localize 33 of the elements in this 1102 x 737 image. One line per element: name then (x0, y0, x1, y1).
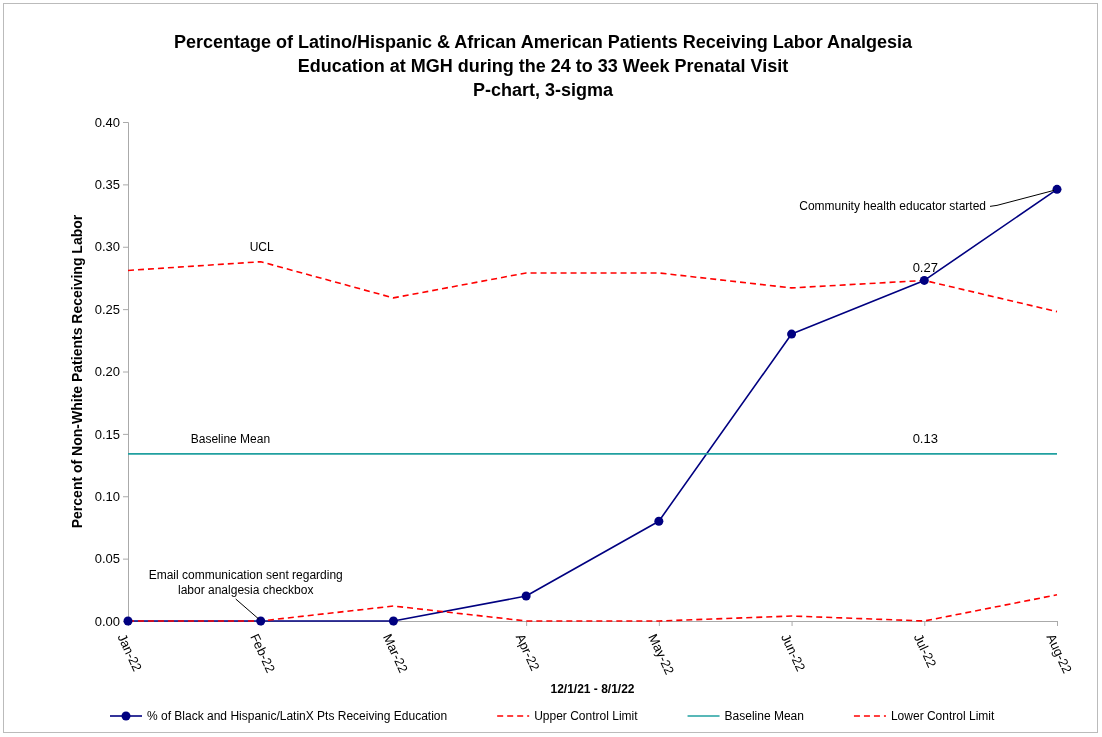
point (919, 275, 929, 285)
point (521, 591, 531, 601)
x-axis-title: 12/1/21 - 8/1/22 (550, 682, 635, 696)
y-tick-label: 0.00 (94, 613, 120, 629)
y-tick-label: 0.10 (94, 488, 120, 504)
point (654, 516, 664, 526)
y-tick-label: 0.20 (94, 364, 120, 380)
annotation: Baseline Mean (190, 431, 271, 446)
point (787, 329, 797, 339)
point (388, 616, 398, 626)
annotation: UCL (249, 239, 275, 254)
data-label: 0.27 (912, 260, 938, 276)
y-axis-title: Percent of Non-White Patients Receiving Labor (69, 214, 85, 529)
legend-label: Lower Control Limit (890, 709, 995, 723)
point (1052, 184, 1062, 194)
y-tick-label: 0.35 (94, 177, 120, 193)
y-tick-label: 0.25 (94, 301, 120, 317)
chart-title: Percentage of Latino/Hispanic & African American Patients Receiving Labor Analgesia Education at MGH during the 24 to 33 Week Prenatal Visit (173, 32, 914, 76)
annotation: Community health educator started (799, 199, 986, 214)
point (123, 616, 133, 626)
line-series (127, 260, 1058, 313)
legend-label: % of Black and Hispanic/LatinX Pts Receiving Education (147, 709, 448, 723)
legend-label: Baseline Mean (724, 709, 804, 723)
y-tick-label: 0.30 (94, 239, 120, 255)
annotation: Email communication sent regarding labor analgesia checkbox (148, 568, 343, 597)
annotation: 0.13 (912, 430, 938, 446)
y-tick-label: 0.40 (94, 114, 120, 130)
y-tick-label: 0.05 (94, 551, 120, 567)
y-tick-label: 0.15 (94, 426, 120, 442)
point (256, 616, 266, 626)
legend-label: Upper Control Limit (534, 709, 639, 723)
chart-subtitle: P-chart, 3-sigma (472, 80, 615, 100)
x-tick-label: Jul-22 (910, 631, 940, 670)
